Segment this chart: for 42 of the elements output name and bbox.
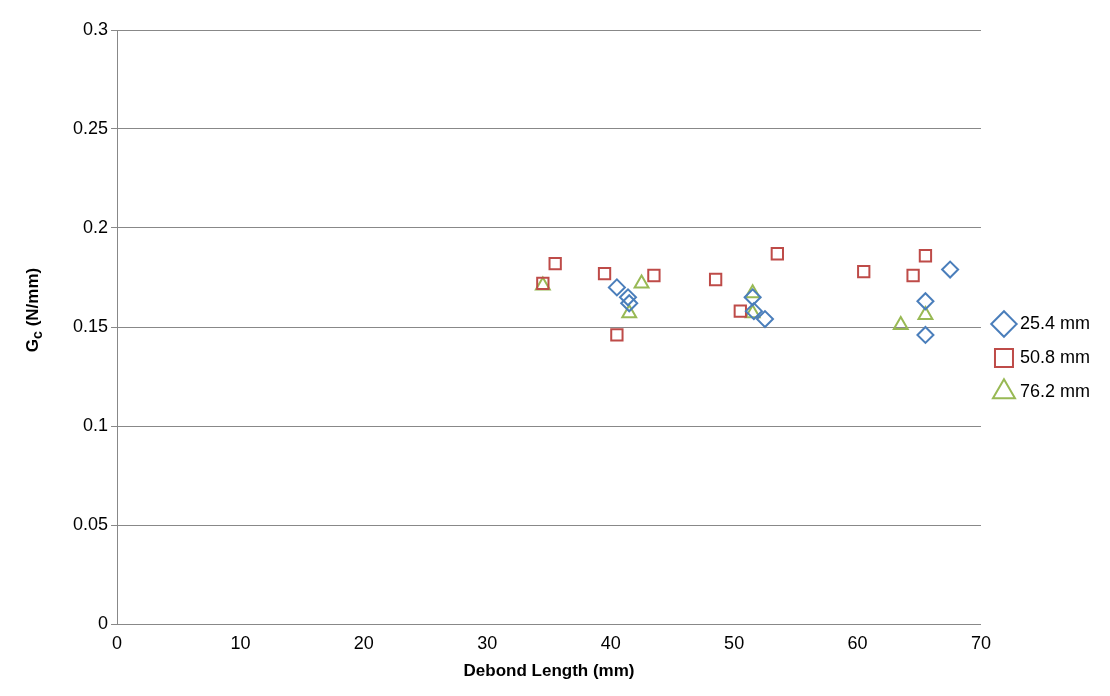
point — [597, 266, 612, 281]
point — [744, 284, 761, 299]
point — [633, 274, 650, 289]
x-tick-label: 70 — [970, 632, 991, 653]
point — [755, 310, 774, 329]
point — [941, 260, 960, 279]
x-tick-label: 30 — [477, 632, 498, 653]
point — [906, 268, 920, 283]
point — [621, 304, 638, 319]
x-tick-label: 0 — [112, 632, 123, 653]
point — [708, 272, 723, 287]
x-tick-label: 50 — [724, 632, 745, 653]
legend-label: 25.4 mm — [1019, 312, 1091, 333]
point — [770, 247, 784, 261]
point — [548, 256, 562, 271]
x-tick-label: 10 — [230, 632, 251, 653]
point — [918, 249, 933, 263]
legend-label: 76.2 mm — [1019, 380, 1091, 401]
point — [607, 278, 626, 297]
y-tick-label: 0.1 — [83, 414, 109, 435]
x-tick-label: 40 — [600, 632, 621, 653]
point — [647, 268, 661, 283]
point — [619, 288, 637, 307]
y-tick-label: 0.3 — [83, 18, 109, 39]
point — [916, 292, 935, 311]
point — [733, 304, 747, 318]
y-tick-label: 0.05 — [72, 513, 109, 534]
point — [610, 328, 624, 342]
point — [620, 294, 639, 313]
point — [743, 288, 762, 307]
point — [916, 325, 935, 344]
y-tick-label: 0.15 — [72, 315, 109, 336]
x-axis-title: Debond Length (mm) — [463, 661, 635, 681]
legend-label: 50.8 mm — [1019, 346, 1091, 367]
y-tick-label: 0.25 — [72, 117, 109, 138]
point — [917, 306, 934, 321]
y-tick-label: 0 — [98, 612, 109, 633]
point — [857, 264, 871, 279]
x-tick-label: 20 — [353, 632, 374, 653]
point — [892, 316, 909, 331]
y-tick-label: 0.2 — [83, 216, 109, 237]
x-tick-label: 60 — [847, 632, 868, 653]
